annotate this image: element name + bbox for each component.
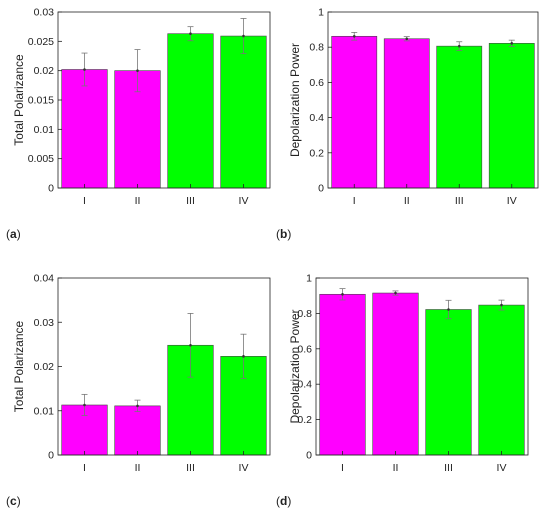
panel-label: (d) (276, 494, 291, 508)
mean-marker (500, 303, 503, 307)
y-tick-label: 0.04 (34, 273, 55, 285)
mean-marker (189, 32, 192, 36)
error-bar-IV (508, 39, 515, 47)
mean-marker (352, 34, 356, 38)
y-tick-label: 0.005 (28, 153, 54, 165)
x-tick-label: IV (497, 462, 507, 474)
bar-I (319, 293, 366, 456)
error-bar-II (134, 49, 141, 93)
bar-I (331, 35, 378, 189)
y-tick-label: 0.01 (34, 405, 55, 417)
y-axis-label: Depolarization Power (288, 309, 302, 423)
x-tick-label: III (186, 195, 195, 207)
mean-marker (242, 34, 245, 38)
x-tick-label: II (393, 462, 399, 474)
bar-IV (220, 35, 267, 189)
y-tick-label: 1 (318, 7, 324, 19)
mean-marker (341, 292, 344, 296)
panel-label: (a) (6, 227, 21, 241)
y-tick-label: 0 (306, 450, 312, 462)
y-tick-label: 0.02 (34, 361, 55, 373)
x-tick-label: III (186, 462, 195, 474)
bar-II (372, 292, 419, 456)
y-tick-label: 0.03 (34, 317, 55, 329)
y-tick-label: 0.2 (297, 414, 312, 426)
y-tick-label: 0.4 (297, 379, 312, 391)
y-tick-label: 0.2 (309, 147, 324, 159)
y-tick-label: 0 (318, 183, 324, 195)
y-tick-label: 0.025 (28, 36, 54, 48)
bar-IV (488, 43, 535, 189)
x-tick-label: I (341, 462, 344, 474)
y-tick-label: 0 (48, 450, 54, 462)
error-bar-IV (240, 333, 247, 379)
error-bar-I (339, 288, 346, 301)
mean-marker (136, 404, 139, 408)
panel-label: (c) (6, 494, 21, 508)
error-bar-III (187, 26, 194, 42)
error-bar-IV (240, 18, 247, 55)
axes-frame (327, 11, 539, 189)
mean-marker (242, 355, 245, 358)
mean-marker (457, 44, 461, 48)
mean-marker (136, 69, 139, 72)
y-tick-label: 0.015 (28, 95, 54, 107)
bar-III (167, 33, 214, 189)
mean-marker (394, 291, 397, 295)
error-bar-IV (498, 299, 505, 311)
bar-III (425, 309, 472, 456)
x-tick-label: II (404, 195, 410, 207)
x-tick-label: I (83, 195, 86, 207)
bar-II (114, 405, 161, 456)
mean-marker (510, 42, 514, 45)
error-bar-III (456, 41, 463, 51)
panel-label: (b) (276, 227, 291, 241)
y-axis-label: Depolarization Power (288, 43, 302, 157)
x-tick-label: IV (507, 195, 517, 207)
mean-marker (447, 308, 450, 311)
mean-marker (83, 403, 86, 407)
error-bar-I (351, 32, 358, 41)
y-axis-label: Total Polarizance (12, 54, 26, 146)
x-tick-label: IV (239, 462, 249, 474)
x-tick-label: III (444, 462, 453, 474)
error-bar-III (187, 312, 194, 378)
bar-III (436, 45, 483, 189)
mean-marker (83, 68, 86, 71)
bar-II (383, 38, 430, 189)
bar-I (61, 69, 108, 189)
x-tick-label: III (455, 195, 464, 207)
error-bar-I (81, 393, 88, 417)
y-tick-label: 0.4 (309, 112, 324, 124)
y-tick-label: 0.8 (297, 308, 312, 320)
y-tick-label: 0.01 (34, 124, 55, 136)
error-bar-I (81, 52, 88, 87)
x-tick-label: II (135, 462, 141, 474)
y-tick-label: 0 (48, 183, 54, 195)
error-bar-III (445, 299, 452, 320)
y-tick-label: 0.02 (34, 65, 55, 77)
error-bar-II (403, 36, 410, 42)
error-bar-II (392, 290, 399, 296)
x-tick-label: II (135, 195, 141, 207)
error-bar-II (134, 399, 141, 413)
x-tick-label: IV (239, 195, 249, 207)
y-tick-label: 0.6 (309, 77, 324, 89)
y-tick-label: 0.8 (309, 42, 324, 54)
y-tick-label: 0.03 (34, 7, 55, 19)
axes-frame (315, 277, 529, 456)
x-tick-label: I (83, 462, 86, 474)
mean-marker (405, 37, 409, 41)
y-tick-label: 0.6 (297, 343, 312, 355)
y-tick-label: 1 (306, 273, 312, 285)
x-tick-label: I (353, 195, 356, 207)
bar-IV (478, 304, 525, 456)
mean-marker (189, 343, 192, 347)
y-axis-label: Total Polarizance (12, 320, 26, 412)
